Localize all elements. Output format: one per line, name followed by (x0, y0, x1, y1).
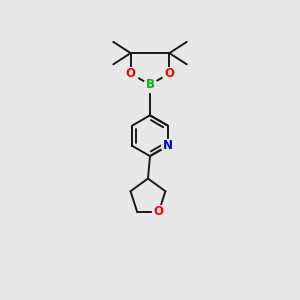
Text: O: O (164, 67, 174, 80)
Text: B: B (146, 78, 154, 91)
Text: O: O (154, 205, 164, 218)
Text: O: O (126, 67, 136, 80)
Text: N: N (163, 140, 173, 152)
